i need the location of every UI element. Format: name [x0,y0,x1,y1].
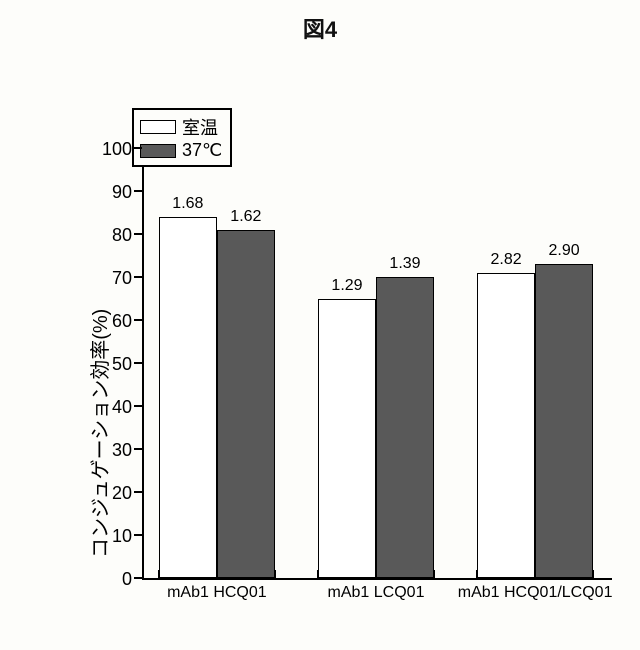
bar-value-label: 2.90 [534,242,594,260]
x-category-label: mAb1 HCQ01 [167,584,267,602]
bar [535,264,593,578]
y-tick-mark [134,405,142,407]
y-tick-mark [134,362,142,364]
legend-item: 室温 [140,114,222,140]
y-tick-mark [134,319,142,321]
bar-value-label: 2.82 [476,251,536,269]
x-category-label: mAb1 LCQ01 [328,584,425,602]
x-category-label: mAb1 HCQ01/LCQ01 [458,584,613,602]
y-tick-mark [134,534,142,536]
y-tick-mark [134,233,142,235]
legend-label: 室温 [182,114,218,140]
legend: 室温37℃ [132,108,232,167]
y-tick-mark [134,190,142,192]
x-tick-mark [317,570,319,578]
page: 図4 コンジュゲーション効率(%) 室温37℃ 0 10 20 30 40 50 60 70 8… [0,0,640,650]
x-tick-mark [476,570,478,578]
bar-value-label: 1.68 [158,195,218,213]
bar [376,277,434,578]
legend-swatch [140,144,176,158]
bar-value-label: 1.62 [216,208,276,226]
bar-value-label: 1.39 [375,255,435,273]
y-tick-mark [134,491,142,493]
y-tick-label: 100 [102,139,132,160]
y-tick-label: 70 [112,268,132,289]
y-tick-label: 30 [112,440,132,461]
bar [159,217,217,578]
bar-value-label: 1.29 [317,277,377,295]
y-tick-label: 60 [112,311,132,332]
legend-swatch [140,120,176,134]
legend-item: 37℃ [140,140,222,161]
legend-label: 37℃ [182,140,222,161]
x-tick-mark [274,570,276,578]
y-tick-mark [134,577,142,579]
bar [318,299,376,579]
y-tick-mark [134,448,142,450]
x-tick-mark [158,570,160,578]
y-tick-label: 40 [112,397,132,418]
bar-chart: コンジュゲーション効率(%) 室温37℃ 0 10 20 30 40 50 60 70 80 90… [60,110,620,630]
y-tick-label: 20 [112,483,132,504]
y-tick-label: 10 [112,526,132,547]
y-tick-label: 50 [112,354,132,375]
y-tick-mark [134,147,142,149]
bar [217,230,275,578]
y-tick-mark [134,276,142,278]
y-axis-label: コンジュゲーション効率(%) [84,309,113,558]
y-tick-label: 0 [122,569,132,590]
x-tick-mark [592,570,594,578]
figure-title: 図4 [0,12,640,44]
bar [477,273,535,578]
y-tick-label: 90 [112,182,132,203]
y-tick-label: 80 [112,225,132,246]
x-tick-mark [433,570,435,578]
